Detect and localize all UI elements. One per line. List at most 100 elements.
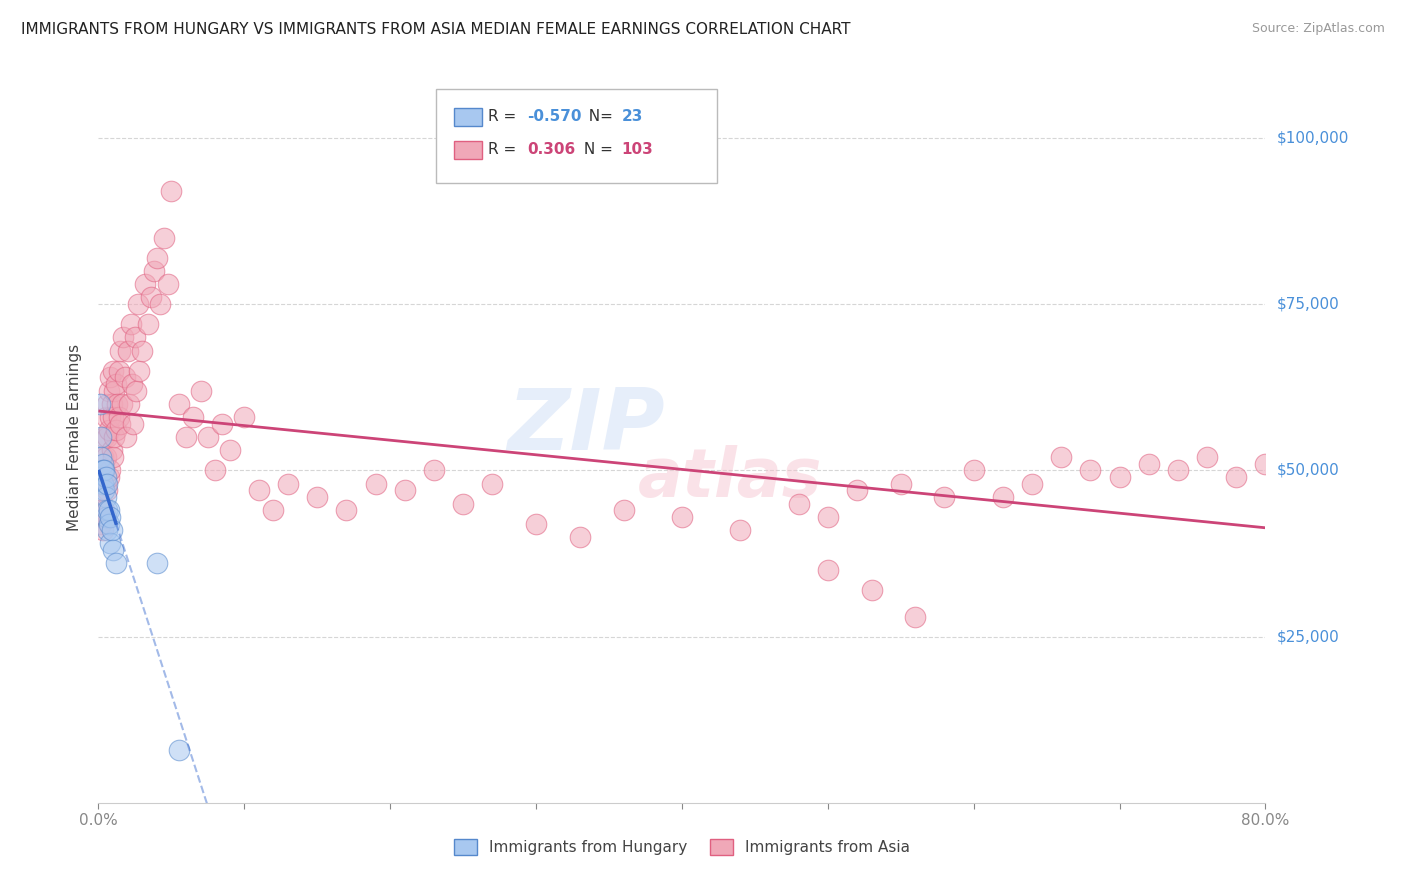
Point [94,450,117,464]
Point [90,430,112,444]
Point [90,516,112,531]
Point [89,397,111,411]
Point [124,330,146,344]
Point [568,530,591,544]
Text: 103: 103 [621,143,654,157]
Point [146,557,169,571]
Point [94,509,117,524]
Point [93,463,115,477]
Point [93,463,115,477]
Point [1021,476,1043,491]
Point [394,483,416,498]
Point [108,363,131,377]
Point [149,297,172,311]
Point [91,450,114,464]
Text: $25,000: $25,000 [1277,629,1340,644]
Point [110,417,132,431]
Point [121,376,143,391]
Point [91,463,114,477]
Point [96,503,118,517]
Text: 0.306: 0.306 [527,143,575,157]
Text: $100,000: $100,000 [1277,130,1348,145]
Point [105,397,128,411]
Point [335,503,357,517]
Point [100,523,122,537]
Point [111,397,134,411]
Point [125,384,148,398]
Point [671,509,693,524]
Point [174,430,197,444]
Point [142,264,165,278]
Point [451,497,474,511]
Point [90,463,112,477]
Point [94,476,117,491]
Point [122,417,145,431]
Text: ZIP: ZIP [508,385,665,468]
Point [817,563,839,577]
Point [190,384,212,398]
Point [94,490,117,504]
Point [91,476,114,491]
Point [91,476,114,491]
Point [787,497,810,511]
Point [118,397,141,411]
Point [146,251,169,265]
Point [139,290,162,304]
Point [197,430,219,444]
Text: 23: 23 [621,110,643,124]
Point [127,297,149,311]
Text: R =: R = [488,143,526,157]
Text: atlas: atlas [638,445,823,511]
Point [97,424,120,438]
Point [157,277,180,292]
Point [110,343,132,358]
Point [96,523,118,537]
Point [104,557,127,571]
Legend: Immigrants from Hungary, Immigrants from Asia: Immigrants from Hungary, Immigrants from… [447,833,917,861]
Point [1108,470,1130,484]
Point [1225,470,1247,484]
Text: N=: N= [579,110,619,124]
Point [934,490,956,504]
Point [233,410,256,425]
Point [128,363,150,377]
Point [94,410,117,425]
Point [481,476,503,491]
Point [277,476,299,491]
Point [115,430,138,444]
Point [846,483,869,498]
Point [817,509,839,524]
Point [904,609,927,624]
Point [94,470,117,484]
Point [89,503,111,517]
Point [114,370,136,384]
Text: N =: N = [579,143,619,157]
Point [96,430,118,444]
Point [96,397,118,411]
Point [211,417,233,431]
Text: $75,000: $75,000 [1277,297,1340,311]
Point [1254,457,1277,471]
Point [423,463,446,477]
Text: $50,000: $50,000 [1277,463,1340,478]
Point [218,443,240,458]
Point [98,410,121,425]
Text: -0.570: -0.570 [527,110,582,124]
Point [167,397,190,411]
Point [94,509,117,524]
Point [117,343,139,358]
Point [612,503,634,517]
Point [103,430,125,444]
Point [97,470,120,484]
Point [98,370,121,384]
Point [1167,463,1189,477]
Point [98,536,121,550]
Point [103,384,125,398]
Point [962,463,984,477]
Point [100,397,122,411]
Point [120,317,142,331]
Point [93,503,115,517]
Point [101,410,124,425]
Point [93,430,115,444]
Point [101,543,124,558]
